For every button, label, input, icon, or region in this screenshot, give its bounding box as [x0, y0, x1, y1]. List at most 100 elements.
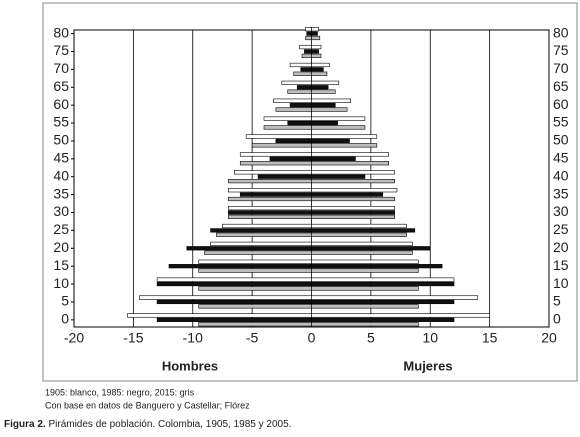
- y-tick-label-right: 10: [553, 275, 569, 291]
- bar: [311, 170, 395, 175]
- y-tick-label: 0: [61, 311, 69, 327]
- bar: [156, 299, 312, 305]
- bar: [273, 98, 312, 103]
- bar: [311, 103, 336, 108]
- bar: [275, 138, 312, 144]
- bar: [198, 322, 312, 327]
- bar: [311, 31, 318, 36]
- y-tick-label: 20: [53, 239, 69, 255]
- bar: [311, 179, 395, 184]
- bar: [311, 281, 455, 287]
- bar: [198, 304, 312, 309]
- bar: [281, 80, 312, 85]
- y-tick-label: 60: [53, 96, 69, 112]
- bar: [228, 188, 312, 193]
- bar: [293, 71, 312, 76]
- y-tick-label-right: 55: [553, 114, 569, 130]
- bar: [311, 214, 395, 219]
- bar: [306, 31, 312, 36]
- bar: [311, 232, 407, 237]
- y-tick-label: 50: [53, 132, 69, 148]
- bar: [210, 241, 312, 246]
- bar: [311, 313, 490, 318]
- bar: [299, 44, 312, 50]
- x-label-right: Mujeres: [403, 358, 452, 373]
- bar: [311, 192, 384, 197]
- y-tick-label: 80: [53, 24, 69, 40]
- bar: [311, 62, 330, 68]
- bar: [311, 134, 378, 139]
- y-tick-label: 40: [53, 167, 69, 183]
- bar: [263, 116, 312, 121]
- bar: [305, 27, 312, 32]
- bar: [289, 62, 312, 68]
- y-tick-label: 35: [53, 185, 69, 201]
- bar: [275, 107, 312, 112]
- bar: [311, 53, 322, 58]
- chart-frame: [42, 2, 578, 382]
- bar: [239, 161, 312, 166]
- y-tick-label-right: 0: [553, 311, 561, 327]
- bar: [311, 85, 329, 90]
- bar: [186, 246, 312, 251]
- x-tick-label: 20: [541, 330, 557, 346]
- bar: [234, 170, 312, 175]
- bar: [296, 85, 312, 90]
- y-tick-label: 15: [53, 257, 69, 273]
- bar: [311, 317, 455, 322]
- y-tick-label: 30: [53, 203, 69, 219]
- bar: [311, 71, 328, 76]
- y-tick-label: 55: [53, 114, 69, 130]
- bar: [245, 134, 312, 139]
- y-tick-label: 25: [53, 221, 69, 237]
- x-tick-label: 10: [422, 330, 438, 346]
- bar: [210, 228, 312, 233]
- bar: [311, 246, 431, 251]
- bar: [311, 138, 350, 144]
- y-tick-label: 45: [53, 150, 69, 166]
- x-tick-label: 0: [308, 330, 316, 346]
- bar: [311, 49, 319, 54]
- x-label-left: Hombres: [162, 358, 218, 373]
- y-tick-label: 70: [53, 60, 69, 76]
- y-tick-label: 10: [53, 275, 69, 291]
- bar: [156, 317, 312, 322]
- y-tick-label: 75: [53, 42, 69, 58]
- bar: [228, 214, 312, 219]
- bar: [198, 259, 312, 264]
- bar: [311, 67, 324, 72]
- y-tick-label: 5: [61, 293, 69, 309]
- bar: [305, 35, 312, 41]
- y-tick-label-right: 75: [553, 42, 569, 58]
- y-tick-label-right: 45: [553, 150, 569, 166]
- bar: [311, 143, 378, 148]
- bar: [204, 250, 312, 255]
- bar: [311, 223, 407, 229]
- bar: [311, 210, 395, 215]
- bar: [198, 286, 312, 291]
- x-tick-label: -5: [246, 330, 259, 346]
- bar: [139, 295, 312, 300]
- bar: [287, 89, 312, 94]
- bar: [311, 107, 348, 112]
- bar: [300, 67, 312, 72]
- note: 1905: blanco, 1985: negro, 2015: gris: [45, 387, 195, 397]
- bar: [311, 241, 413, 246]
- bar: [156, 281, 312, 287]
- bar: [311, 152, 389, 157]
- bar: [304, 49, 312, 54]
- bar: [311, 125, 366, 130]
- bar: [239, 152, 312, 157]
- bar: [311, 277, 455, 282]
- bar: [311, 250, 413, 255]
- source: Con base en datos de Banguero y Castella…: [45, 400, 250, 410]
- bar: [311, 44, 322, 50]
- bar: [289, 103, 312, 108]
- bar: [301, 53, 312, 58]
- bar: [311, 264, 443, 269]
- x-tick-label: -10: [183, 330, 203, 346]
- bar: [311, 120, 338, 126]
- bar: [269, 156, 312, 161]
- y-tick-label-right: 65: [553, 78, 569, 94]
